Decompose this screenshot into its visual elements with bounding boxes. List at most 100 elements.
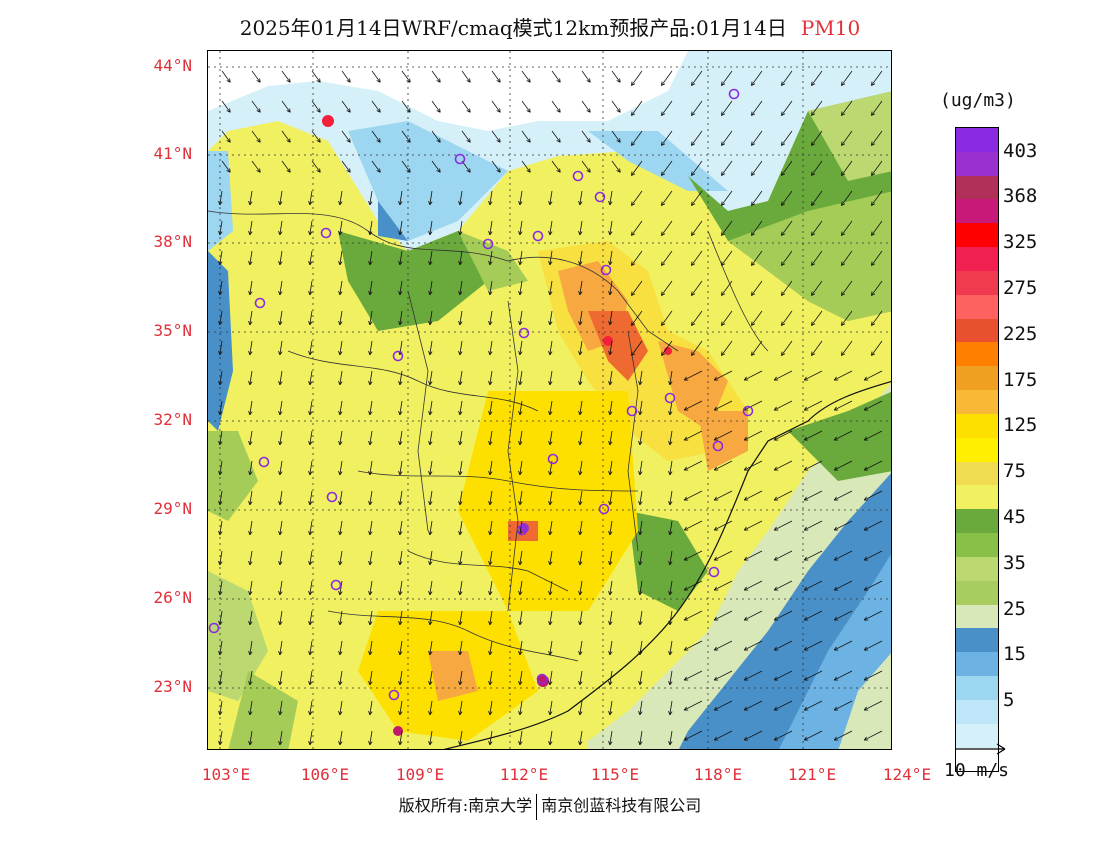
legend-color-cell	[956, 294, 998, 319]
west-low-region-2	[208, 251, 233, 431]
plateau-moderate-2	[458, 231, 528, 291]
lon-tick-label: 115°E	[590, 765, 640, 784]
legend-color-cell	[956, 556, 998, 581]
central-elevated	[458, 391, 638, 611]
legend-color-cell	[956, 175, 998, 200]
monitoring-station-marker	[320, 227, 332, 239]
legend-tick-label: 45	[1003, 506, 1026, 528]
forecast-map	[207, 50, 892, 750]
legend-color-cell	[956, 318, 998, 343]
lat-tick-label: 32°N	[153, 410, 192, 429]
legend-color-cell	[956, 390, 998, 414]
monitoring-station-marker	[728, 88, 740, 100]
legend-color-cell	[956, 199, 998, 224]
low-pm-region	[348, 121, 508, 241]
monitoring-station-marker	[547, 453, 559, 465]
monitoring-station-marker	[742, 405, 754, 417]
lat-tick-label: 29°N	[153, 499, 192, 518]
copyright-right: 南京创蓝科技有限公司	[541, 796, 702, 815]
monitoring-station-marker	[454, 153, 466, 165]
legend-tick-label: 15	[1003, 643, 1026, 665]
province-boundary	[287, 350, 539, 412]
pm-hotspot	[393, 726, 403, 736]
lon-tick-label: 106°E	[300, 765, 350, 784]
legend-color-cell	[956, 342, 998, 367]
lon-tick-label: 112°E	[499, 765, 549, 784]
pm-hotspot	[603, 336, 613, 346]
province-boundary	[327, 610, 579, 662]
legend-color-cell	[956, 151, 998, 176]
legend-color-cell	[956, 533, 998, 557]
legend-tick-label: 75	[1003, 460, 1026, 482]
legend-tick-label: 403	[1003, 140, 1038, 162]
sea-moderate	[788, 391, 891, 481]
legend-color-cell	[956, 723, 998, 748]
wind-reference-arrow-icon	[955, 743, 1006, 755]
copyright-divider	[536, 793, 538, 820]
lat-tick-label: 44°N	[153, 56, 192, 75]
coastline	[443, 380, 891, 749]
monitoring-station-marker	[482, 238, 494, 250]
legend-units: (ug/m3)	[940, 90, 1016, 111]
province-boundary	[507, 256, 679, 352]
legend-tick-label: 325	[1003, 231, 1038, 253]
legend-color-cell	[956, 676, 998, 700]
legend-color-cell	[956, 461, 998, 486]
monitoring-station-marker	[208, 622, 220, 634]
legend-color-cell	[956, 628, 998, 653]
lat-tick-label: 41°N	[153, 144, 192, 163]
legend-color-cell	[956, 366, 998, 391]
legend-color-cell	[956, 652, 998, 677]
legend-tick-label: 125	[1003, 414, 1038, 436]
province-boundary	[627, 330, 639, 552]
copyright-footer: 版权所有:南京大学 南京创蓝科技有限公司	[0, 792, 1100, 820]
monitoring-station-marker	[600, 264, 612, 276]
legend-tick-label: 368	[1003, 185, 1038, 207]
legend-color-cell	[956, 485, 998, 510]
monitoring-station-marker	[536, 673, 548, 685]
monitoring-station-marker	[708, 566, 720, 578]
province-boundary	[407, 550, 569, 592]
lat-tick-label: 38°N	[153, 232, 192, 251]
sea-clean-2	[838, 653, 891, 749]
monitoring-station-marker	[326, 491, 338, 503]
province-boundary	[407, 290, 429, 532]
pm-hotspot	[322, 115, 334, 127]
title-main: 2025年01月14日WRF/cmaq模式12km预报产品:01月14日	[239, 16, 787, 40]
chart-title: 2025年01月14日WRF/cmaq模式12km预报产品:01月14日 PM10	[0, 12, 1100, 41]
monitoring-station-marker	[516, 524, 528, 536]
map-canvas	[208, 51, 891, 749]
jiangxi-moderate	[628, 511, 708, 611]
wind-reference-label: 10 m/s	[944, 760, 1010, 781]
legend-tick-label: 275	[1003, 277, 1038, 299]
monitoring-station-marker	[388, 689, 400, 701]
monitoring-station-marker	[258, 456, 270, 468]
lon-tick-label: 118°E	[693, 765, 743, 784]
province-boundary	[208, 210, 509, 262]
legend-color-cell	[956, 747, 998, 772]
south-edge-moderate	[228, 671, 298, 749]
lon-tick-label: 121°E	[787, 765, 837, 784]
pollutant-label: PM10	[800, 16, 861, 40]
legend-color-cell	[956, 413, 998, 438]
monitoring-station-marker	[572, 170, 584, 182]
legend-color-cell	[956, 699, 998, 724]
low-pm-region-2	[588, 131, 728, 191]
legend-tick-label: 25	[1003, 598, 1026, 620]
legend-color-cell	[956, 509, 998, 534]
lon-tick-label: 109°E	[395, 765, 445, 784]
sw-edge-moderate	[208, 571, 268, 701]
monitoring-station-marker	[518, 327, 530, 339]
lon-tick-label: 124°E	[882, 765, 932, 784]
monitoring-station-marker	[664, 392, 676, 404]
ne-moderate-band-3	[808, 91, 891, 181]
province-boundary	[357, 470, 639, 492]
legend-color-cell	[956, 580, 998, 605]
monitoring-station-marker	[330, 579, 342, 591]
color-legend	[955, 127, 999, 773]
legend-tick-label: 5	[1003, 689, 1015, 711]
legend-color-cell	[956, 604, 998, 629]
lon-tick-label: 103°E	[201, 765, 251, 784]
high-pm-core-4	[658, 341, 728, 431]
legend-tick-label: 175	[1003, 369, 1038, 391]
